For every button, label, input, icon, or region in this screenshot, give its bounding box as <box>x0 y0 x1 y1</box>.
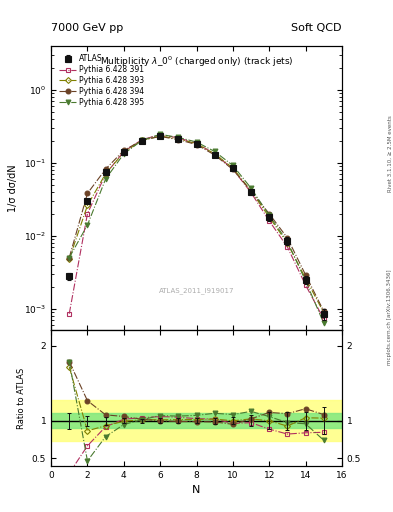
Pythia 6.428 395 <box>285 239 290 245</box>
Pythia 6.428 394 <box>231 166 235 173</box>
Pythia 6.428 393 <box>158 133 163 139</box>
Pythia 6.428 393 <box>267 214 272 220</box>
Y-axis label: 1/σ dσ/dN: 1/σ dσ/dN <box>8 164 18 212</box>
Pythia 6.428 395 <box>303 278 308 284</box>
Pythia 6.428 391 <box>285 244 290 250</box>
Pythia 6.428 394 <box>103 166 108 172</box>
X-axis label: N: N <box>192 485 201 495</box>
Pythia 6.428 395 <box>176 134 181 140</box>
Pythia 6.428 391 <box>158 132 163 138</box>
Pythia 6.428 393 <box>212 151 217 157</box>
Pythia 6.428 394 <box>321 308 326 314</box>
Pythia 6.428 391 <box>321 316 326 322</box>
Pythia 6.428 395 <box>321 320 326 326</box>
Pythia 6.428 394 <box>267 210 272 217</box>
Pythia 6.428 395 <box>267 212 272 219</box>
Pythia 6.428 391 <box>194 140 199 146</box>
Pythia 6.428 394 <box>212 152 217 158</box>
Pythia 6.428 395 <box>121 151 126 157</box>
Pythia 6.428 393 <box>231 165 235 171</box>
Pythia 6.428 394 <box>285 235 290 241</box>
Pythia 6.428 394 <box>140 137 144 143</box>
Legend: ATLAS, Pythia 6.428 391, Pythia 6.428 393, Pythia 6.428 394, Pythia 6.428 395: ATLAS, Pythia 6.428 391, Pythia 6.428 39… <box>58 53 146 109</box>
Pythia 6.428 393 <box>140 137 144 143</box>
Text: Multiplicity $\lambda\_0^0$ (charged only) (track jets): Multiplicity $\lambda\_0^0$ (charged onl… <box>100 55 293 69</box>
Pythia 6.428 395 <box>140 137 144 143</box>
Text: mcplots.cern.ch [arXiv:1306.3436]: mcplots.cern.ch [arXiv:1306.3436] <box>387 270 392 365</box>
Pythia 6.428 391 <box>303 282 308 288</box>
Pythia 6.428 391 <box>103 171 108 177</box>
Text: Rivet 3.1.10, ≥ 2.5M events: Rivet 3.1.10, ≥ 2.5M events <box>387 115 392 192</box>
Pythia 6.428 391 <box>140 137 144 143</box>
Pythia 6.428 394 <box>158 134 163 140</box>
Pythia 6.428 394 <box>303 272 308 278</box>
Text: Soft QCD: Soft QCD <box>292 23 342 33</box>
Pythia 6.428 393 <box>85 202 90 208</box>
Pythia 6.428 394 <box>121 147 126 154</box>
Pythia 6.428 395 <box>194 139 199 145</box>
Pythia 6.428 391 <box>121 148 126 155</box>
Pythia 6.428 391 <box>176 135 181 141</box>
Pythia 6.428 391 <box>231 166 235 172</box>
Pythia 6.428 393 <box>103 170 108 177</box>
Pythia 6.428 393 <box>303 275 308 282</box>
Pythia 6.428 395 <box>103 176 108 182</box>
Pythia 6.428 395 <box>231 162 235 168</box>
Pythia 6.428 395 <box>158 131 163 137</box>
Pythia 6.428 391 <box>212 151 217 157</box>
Text: 7000 GeV pp: 7000 GeV pp <box>51 23 123 33</box>
Pythia 6.428 393 <box>176 136 181 142</box>
Line: Pythia 6.428 395: Pythia 6.428 395 <box>67 132 326 326</box>
Pythia 6.428 391 <box>249 189 253 196</box>
Pythia 6.428 391 <box>267 218 272 224</box>
Pythia 6.428 395 <box>212 148 217 155</box>
Pythia 6.428 394 <box>249 188 253 194</box>
Pythia 6.428 393 <box>194 141 199 147</box>
Pythia 6.428 393 <box>121 150 126 156</box>
Pythia 6.428 393 <box>321 310 326 316</box>
Pythia 6.428 395 <box>249 185 253 191</box>
Line: Pythia 6.428 391: Pythia 6.428 391 <box>67 132 326 322</box>
Pythia 6.428 394 <box>176 137 181 143</box>
Pythia 6.428 394 <box>67 254 72 261</box>
Pythia 6.428 395 <box>67 254 72 261</box>
Line: Pythia 6.428 394: Pythia 6.428 394 <box>67 134 326 314</box>
Pythia 6.428 395 <box>85 222 90 228</box>
Text: ATLAS_2011_I919017: ATLAS_2011_I919017 <box>159 287 234 293</box>
Line: Pythia 6.428 393: Pythia 6.428 393 <box>67 134 326 315</box>
Pythia 6.428 393 <box>285 240 290 246</box>
Pythia 6.428 394 <box>194 141 199 147</box>
Pythia 6.428 391 <box>67 311 72 317</box>
Pythia 6.428 393 <box>67 256 72 262</box>
Pythia 6.428 394 <box>85 190 90 197</box>
Bar <box>51 400 342 441</box>
Pythia 6.428 393 <box>249 188 253 194</box>
Y-axis label: Ratio to ATLAS: Ratio to ATLAS <box>17 368 26 429</box>
Pythia 6.428 391 <box>85 210 90 217</box>
Bar <box>51 413 342 429</box>
